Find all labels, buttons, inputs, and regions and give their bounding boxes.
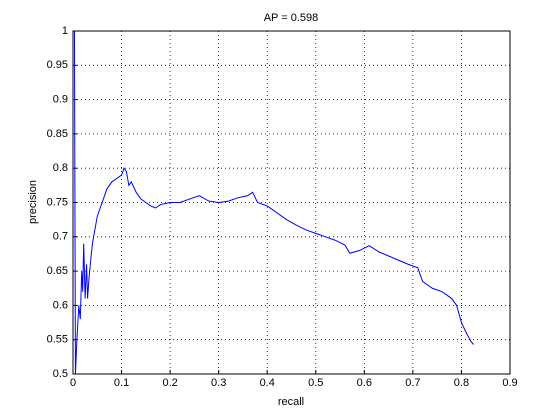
plot-area [72, 30, 511, 375]
x-tick-label: 0.7 [405, 377, 420, 389]
x-tick-label: 0 [70, 377, 76, 389]
y-tick-label: 0.5 [53, 368, 68, 380]
x-axis-label: recall [278, 396, 304, 408]
x-tick-label: 0.1 [114, 377, 129, 389]
y-tick-label: 0.75 [47, 196, 68, 208]
y-tick-label: 0.7 [53, 231, 68, 243]
x-tick-label: 0.3 [211, 377, 226, 389]
y-tick-label: 0.65 [47, 265, 68, 277]
y-tick-label: 1 [62, 25, 68, 37]
x-tick-label: 0.8 [454, 377, 469, 389]
y-tick-label: 0.85 [47, 128, 68, 140]
y-tick-label: 0.6 [53, 299, 68, 311]
y-tick-label: 0.55 [47, 334, 68, 346]
x-tick-label: 0.9 [502, 377, 517, 389]
x-tick-label: 0.6 [357, 377, 372, 389]
x-tick-label: 0.5 [308, 377, 323, 389]
x-tick-label: 0.4 [260, 377, 275, 389]
y-tick-label: 0.8 [53, 162, 68, 174]
y-tick-label: 0.9 [53, 94, 68, 106]
chart-title: AP = 0.598 [264, 12, 319, 24]
y-tick-label: 0.95 [47, 59, 68, 71]
axes-box [72, 30, 511, 375]
x-tick-label: 0.2 [162, 377, 177, 389]
pr-curve [73, 30, 474, 375]
y-axis-label: precision [27, 180, 39, 224]
